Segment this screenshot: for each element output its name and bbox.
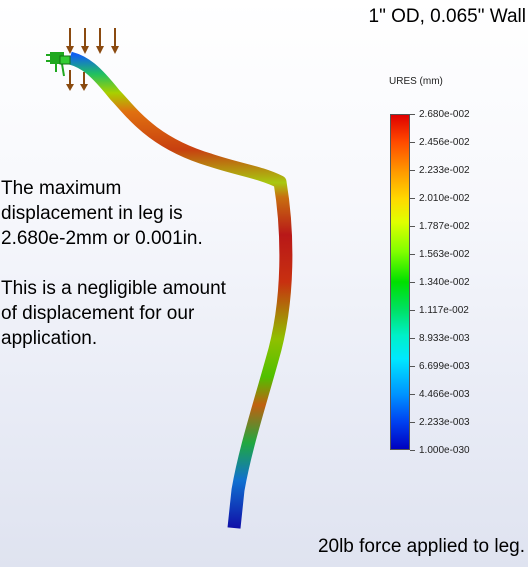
annotation-line: application. (1, 328, 98, 349)
legend-tick-label: 6.699e-003 (410, 362, 470, 372)
legend-title: URES (mm) (389, 76, 443, 87)
annotation-line: The maximum (1, 178, 122, 199)
legend-tick-label: 1.340e-002 (410, 278, 470, 288)
legend-tick-label: 2.233e-002 (410, 166, 470, 176)
annotation-line: of displacement for our (1, 303, 195, 324)
legend-tick-label: 2.233e-003 (410, 418, 470, 428)
legend-tick-label: 1.787e-002 (410, 222, 470, 232)
legend-tick-label: 2.010e-002 (410, 194, 470, 204)
annotation-text: The maximum displacement in leg is 2.680… (1, 176, 271, 351)
legend-tick-label: 1.000e-030 (410, 446, 470, 456)
annotation-line: This is a negligible amount (1, 278, 226, 299)
legend-tick-label: 1.117e-002 (410, 306, 469, 316)
legend-tick-label: 4.466e-003 (410, 390, 470, 400)
legend-tick-label: 2.456e-002 (410, 138, 470, 148)
title: 1" OD, 0.065" Wall (368, 6, 526, 27)
annotation-paragraph-conclusion: This is a negligible amount of displacem… (1, 276, 271, 351)
legend-tick-label: 1.563e-002 (410, 250, 470, 260)
down-arrow-icon (66, 28, 119, 91)
legend-color-bar (390, 114, 410, 450)
load-description: 20lb force applied to leg. (317, 536, 525, 557)
fixed-geometry-icon (46, 52, 71, 77)
annotation-line: displacement in leg is (1, 203, 183, 224)
leg-tube (68, 51, 293, 529)
annotation-line: 2.680e-2mm or 0.001in. (1, 228, 203, 249)
legend-tick-label: 2.680e-002 (410, 110, 470, 120)
legend-tick-label: 8.933e-003 (410, 334, 470, 344)
annotation-paragraph-result: The maximum displacement in leg is 2.680… (1, 176, 271, 251)
